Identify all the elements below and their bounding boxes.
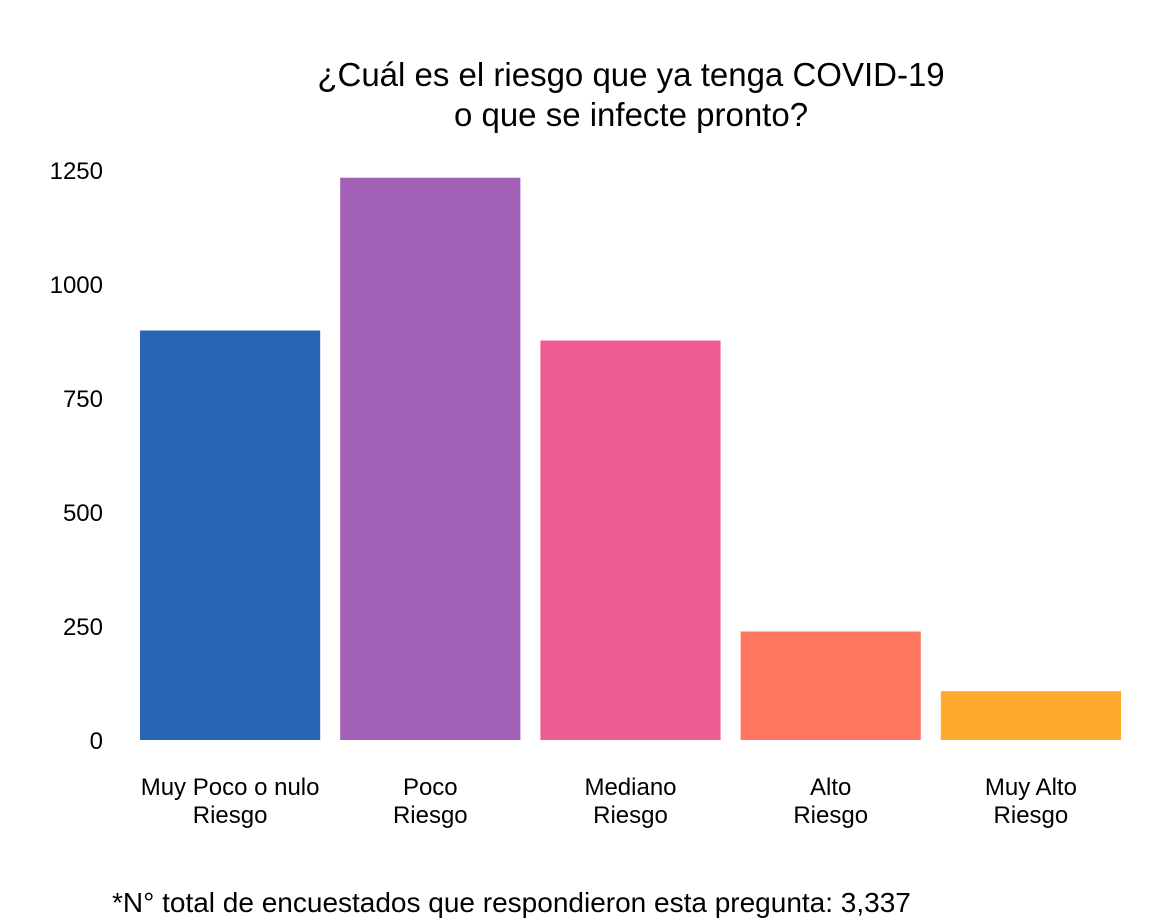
y-tick-label: 0 <box>90 728 103 755</box>
x-tick-label: Riesgo <box>593 802 668 829</box>
footnote: *N° total de encuestados que respondiero… <box>112 887 911 918</box>
y-tick-label: 250 <box>63 614 103 641</box>
bar <box>740 631 921 740</box>
x-tick-label: Mediano <box>584 774 676 801</box>
y-tick-label: 1250 <box>50 158 103 185</box>
x-tick-label: Muy Alto <box>985 774 1077 801</box>
bar <box>140 330 321 740</box>
bar <box>940 691 1121 740</box>
chart-title-line-2: o que se infecte pronto? <box>454 96 808 133</box>
x-tick-label: Riesgo <box>393 802 468 829</box>
chart-title-line-1: ¿Cuál es el riesgo que ya tenga COVID-19 <box>317 56 944 93</box>
x-tick-label: Riesgo <box>193 802 268 829</box>
chart-title: ¿Cuál es el riesgo que ya tenga COVID-19… <box>317 56 944 133</box>
x-tick-label: Muy Poco o nulo <box>141 774 320 801</box>
x-tick-label: Poco <box>403 774 458 801</box>
y-axis: 0 250 500 750 1000 1250 <box>50 158 103 755</box>
x-tick-label: Riesgo <box>793 802 868 829</box>
bar <box>340 177 521 740</box>
y-tick-label: 1000 <box>50 272 103 299</box>
x-axis: Muy Poco o nuloRiesgoPocoRiesgoMedianoRi… <box>141 774 1077 829</box>
bar <box>540 340 721 740</box>
x-tick-label: Riesgo <box>994 802 1069 829</box>
y-tick-label: 750 <box>63 386 103 413</box>
y-tick-label: 500 <box>63 500 103 527</box>
bars <box>140 177 1121 740</box>
x-tick-label: Alto <box>810 774 851 801</box>
